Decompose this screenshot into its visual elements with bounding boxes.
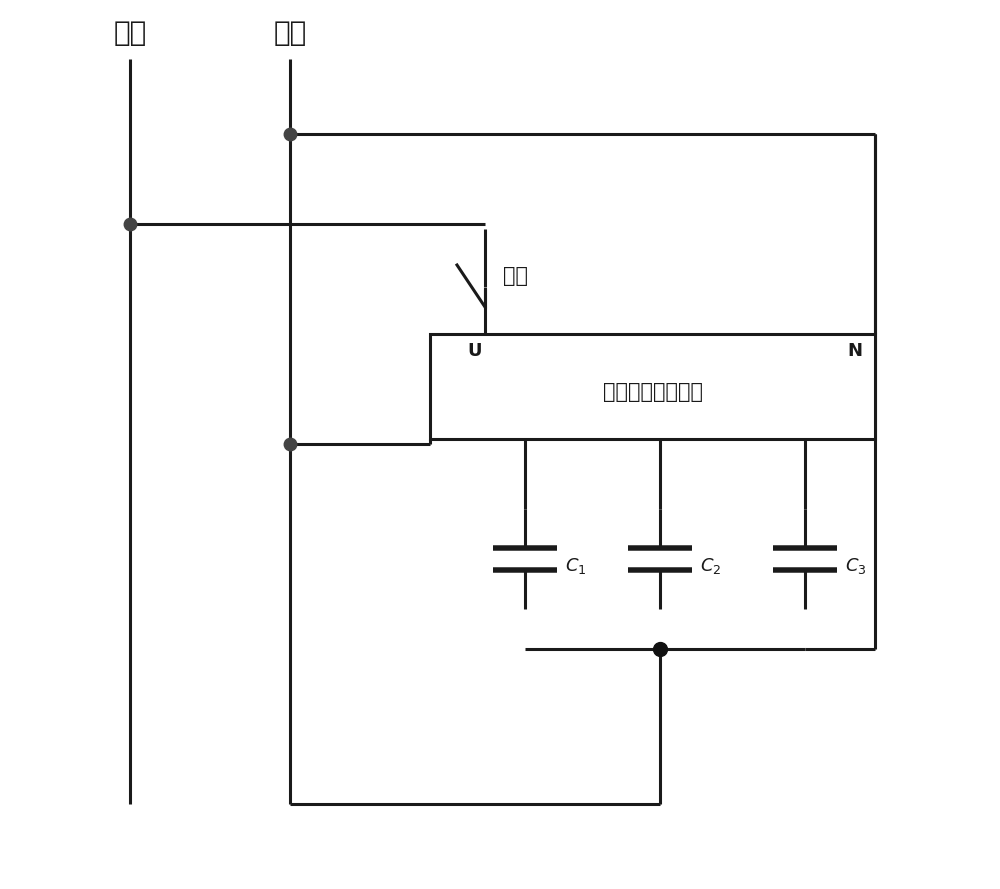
Text: $C_3$: $C_3$ (845, 556, 867, 576)
Text: U: U (468, 342, 482, 360)
Text: N: N (848, 342, 863, 360)
Text: 空开: 空开 (503, 266, 528, 286)
FancyBboxPatch shape (430, 334, 875, 439)
Text: $C_2$: $C_2$ (700, 556, 721, 576)
Text: 零线: 零线 (273, 19, 307, 47)
Text: 火线: 火线 (113, 19, 147, 47)
Text: $C_1$: $C_1$ (565, 556, 586, 576)
Text: 智能控制复合开关: 智能控制复合开关 (602, 381, 702, 402)
